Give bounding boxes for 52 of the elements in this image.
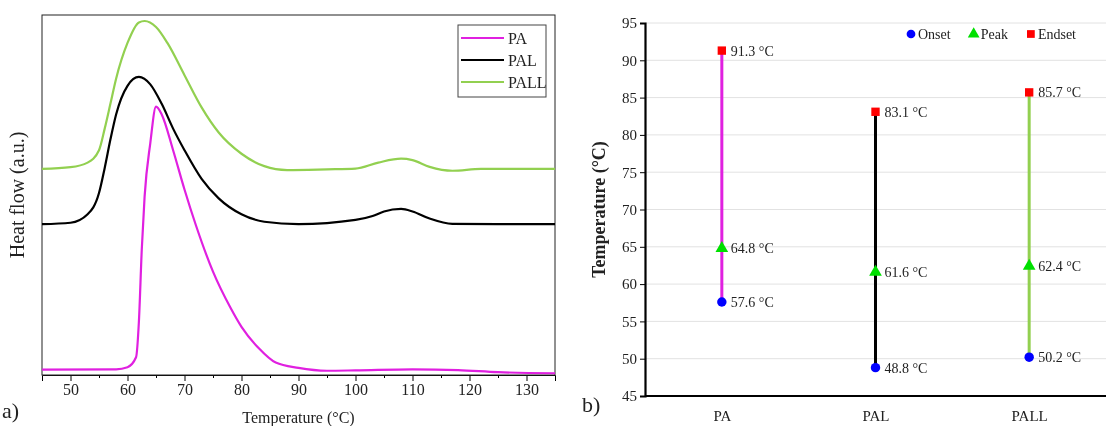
data-label: 64.8 °C: [730, 241, 774, 257]
point: [717, 297, 727, 307]
point: [1022, 258, 1036, 270]
x-tick-label: 90: [291, 381, 307, 399]
legend-label: PALL: [508, 74, 547, 91]
y-tick-label: 70: [622, 201, 637, 218]
y-tick-label: 95: [622, 15, 637, 32]
data-label: 50.2 °C: [1038, 350, 1082, 366]
y-axis-title: Heat flow (a.u.): [6, 131, 29, 259]
x-axis-title: Temperature (°C): [242, 409, 355, 426]
data-label: 91.3 °C: [730, 43, 774, 59]
data-label: 83.1 °C: [884, 104, 928, 120]
x-tick-label: 130: [515, 381, 539, 399]
x-tick-label: 80: [234, 381, 250, 399]
point: [871, 107, 880, 116]
x-tick-label: PA: [713, 407, 732, 424]
point: [717, 46, 727, 55]
point: [869, 264, 882, 276]
x-tick-label: 100: [344, 381, 368, 399]
y-tick-label: 50: [622, 351, 637, 367]
text: a): [2, 398, 20, 423]
legend-label: Onset: [918, 27, 951, 42]
y-tick-label: 80: [622, 127, 637, 144]
x-tick-label: 120: [458, 381, 482, 399]
data-label: 85.7 °C: [1038, 85, 1082, 101]
point: [870, 362, 881, 373]
x-tick-label: 70: [177, 381, 193, 399]
data-label: 57.6 °C: [730, 295, 774, 310]
point: [1024, 352, 1034, 362]
point: [1024, 88, 1034, 97]
x-tick-label: 60: [120, 381, 136, 399]
data-label: 48.8 °C: [884, 360, 928, 376]
legend-label: PAL: [508, 52, 537, 69]
point: [715, 240, 729, 252]
y-tick-label: 65: [622, 239, 637, 256]
y-tick-label: 75: [622, 164, 637, 181]
y-axis-title: Temperature (°C): [589, 141, 610, 278]
x-tick-label: 50: [63, 381, 79, 399]
y-tick-label: 60: [622, 276, 637, 293]
x-tick-label: PALL: [1011, 407, 1048, 424]
x-tick-label: PAL: [862, 407, 890, 424]
text: b): [582, 392, 601, 417]
legend-label: PA: [508, 30, 528, 47]
data-label: 62.4 °C: [1038, 259, 1082, 275]
y-tick-label: 85: [622, 89, 637, 106]
y-tick-label: 45: [622, 388, 637, 405]
data-label: 61.6 °C: [884, 265, 928, 281]
legend-label: Endset: [1037, 27, 1077, 42]
y-tick-label: 90: [622, 52, 637, 69]
y-tick-label: 55: [622, 313, 637, 330]
x-tick-label: 110: [401, 381, 425, 399]
legend-label: Peak: [980, 27, 1008, 42]
